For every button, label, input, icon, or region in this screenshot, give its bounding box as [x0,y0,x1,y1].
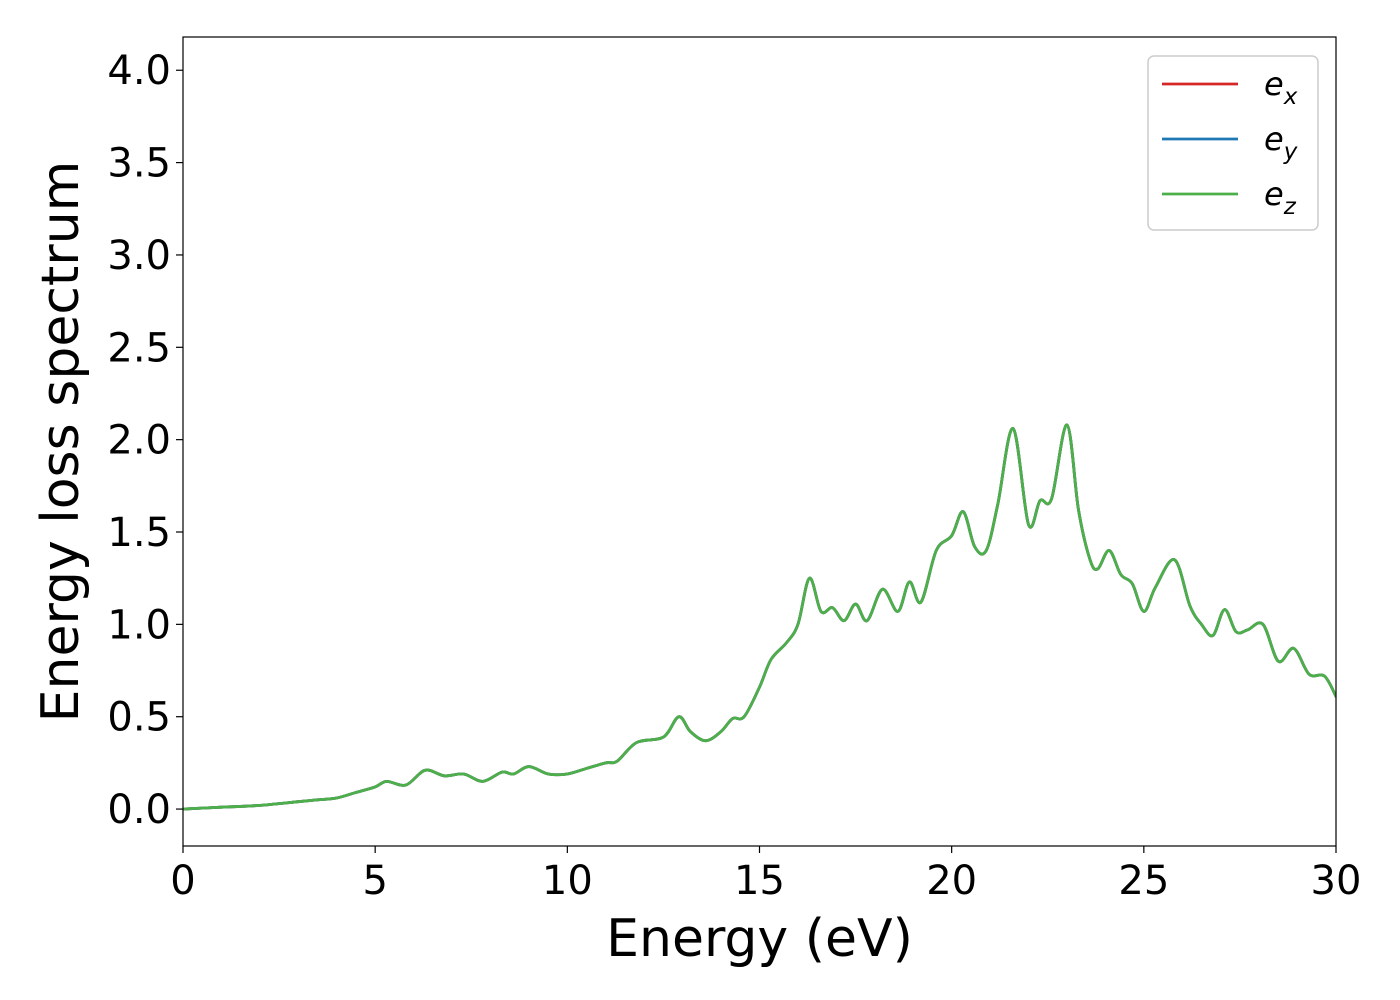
legend-label-e-y: ey [1264,120,1298,165]
legend: ex ey ez [1147,55,1319,231]
x-tick-label: 10 [542,858,593,904]
x-axis-label: Energy (eV) [606,909,913,969]
y-tick-label: 4.0 [107,48,171,94]
x-axis: 0 5 10 15 20 25 30 [170,846,1361,904]
x-tick-label: 30 [1311,858,1362,904]
legend-label-e-x: ex [1264,65,1298,110]
y-tick-label: 1.0 [107,602,171,648]
x-tick-label: 15 [734,858,785,904]
y-axis-label: Energy loss spectrum [31,161,91,723]
series-line-e-z [183,423,1336,811]
y-tick-label: 0.5 [107,695,171,741]
y-axis: 0.0 0.5 1.0 1.5 2.0 2.5 3.0 3.5 4.0 [107,48,183,833]
legend-label-e-z: ez [1264,175,1297,220]
plot-background [183,37,1336,846]
x-tick-label: 5 [362,858,387,904]
y-tick-label: 2.0 [107,418,171,464]
y-tick-label: 0.0 [107,787,171,833]
legend-box [1147,55,1319,231]
x-tick-label: 20 [926,858,977,904]
x-tick-label: 0 [170,858,195,904]
y-tick-label: 1.5 [107,510,171,556]
y-tick-label: 3.5 [107,141,171,187]
x-tick-label: 25 [1118,858,1169,904]
y-tick-label: 3.0 [107,233,171,279]
series-layer [183,423,1336,811]
y-tick-label: 2.5 [107,325,171,371]
